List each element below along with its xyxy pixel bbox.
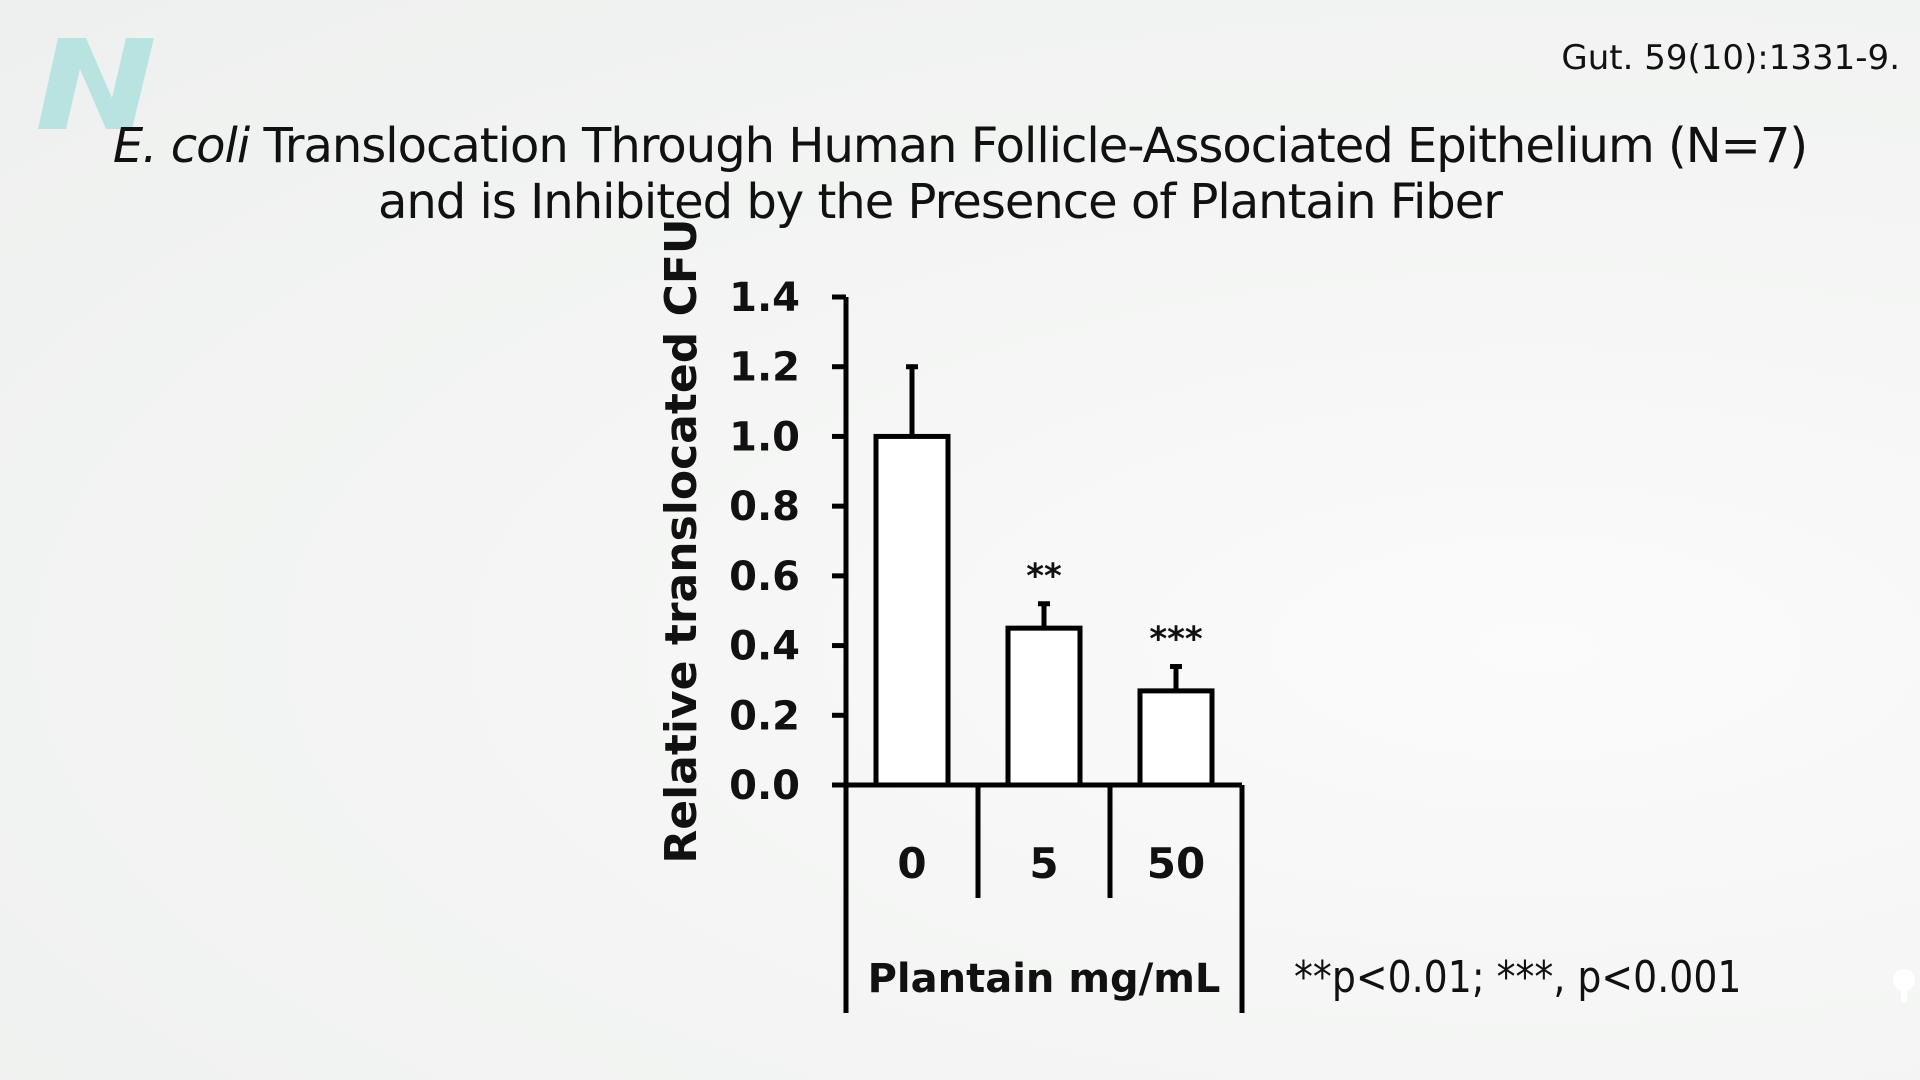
- bar: [1005, 625, 1083, 788]
- chart-title: E. coli Translocation Through Human Foll…: [0, 118, 1920, 230]
- y-axis-label: Relative translocated CFU: [656, 218, 707, 863]
- citation: Gut. 59(10):1331-9.: [1561, 38, 1900, 78]
- bar: [873, 433, 951, 788]
- y-tick-label: 0.6: [729, 554, 800, 600]
- bar: [1137, 688, 1215, 788]
- y-tick-label: 1.2: [729, 345, 800, 391]
- x-tick-label: 0: [897, 839, 926, 888]
- y-tick-label: 1.0: [729, 414, 800, 460]
- x-tick-label: 50: [1147, 839, 1205, 888]
- title-line1-rest: Translocation Through Human Follicle-Ass…: [249, 118, 1808, 174]
- x-axis-label: Plantain mg/mL: [868, 956, 1221, 1002]
- significance-marker: ***: [1149, 619, 1203, 659]
- y-tick-label: 0.4: [729, 624, 800, 670]
- y-tick-label: 0.2: [729, 693, 800, 739]
- title-line2: and is Inhibited by the Presence of Plan…: [377, 174, 1503, 230]
- y-tick-label: 1.4: [729, 275, 800, 321]
- x-tick-label: 5: [1029, 839, 1058, 888]
- title-italic-organism: E. coli: [112, 118, 250, 174]
- pin-icon: [1893, 969, 1915, 1002]
- significance-marker: **: [1026, 557, 1062, 597]
- n-logo-icon: [38, 38, 154, 129]
- significance-footnote: **p<0.01; ***, p<0.001: [1294, 952, 1742, 1003]
- y-tick-label: 0.8: [729, 484, 800, 530]
- y-tick-label: 0.0: [729, 763, 800, 809]
